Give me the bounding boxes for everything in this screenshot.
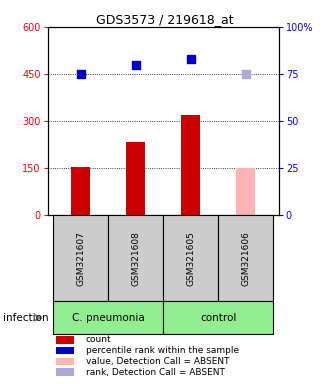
Point bbox=[133, 61, 139, 68]
Text: count: count bbox=[86, 335, 112, 344]
Bar bbox=[53, 301, 163, 334]
Text: value, Detection Call = ABSENT: value, Detection Call = ABSENT bbox=[86, 357, 229, 366]
Bar bbox=[181, 115, 200, 215]
Text: C. pneumonia: C. pneumonia bbox=[72, 313, 145, 323]
Point bbox=[188, 56, 193, 62]
Text: GSM321607: GSM321607 bbox=[76, 231, 85, 286]
Bar bbox=[218, 215, 273, 301]
Text: GDS3573 / 219618_at: GDS3573 / 219618_at bbox=[96, 13, 234, 26]
Point bbox=[78, 71, 83, 77]
Text: percentile rank within the sample: percentile rank within the sample bbox=[86, 346, 239, 355]
Bar bbox=[71, 167, 90, 215]
Point bbox=[243, 71, 248, 77]
Bar bbox=[236, 168, 255, 215]
Bar bbox=[163, 301, 273, 334]
Bar bbox=[163, 215, 218, 301]
Bar bbox=[53, 215, 108, 301]
Text: control: control bbox=[200, 313, 237, 323]
Text: GSM321606: GSM321606 bbox=[241, 231, 250, 286]
Text: rank, Detection Call = ABSENT: rank, Detection Call = ABSENT bbox=[86, 367, 225, 377]
Text: GSM321608: GSM321608 bbox=[131, 231, 140, 286]
Bar bbox=[126, 142, 146, 215]
Bar bbox=[108, 215, 163, 301]
Text: GSM321605: GSM321605 bbox=[186, 231, 195, 286]
Text: infection: infection bbox=[3, 313, 49, 323]
